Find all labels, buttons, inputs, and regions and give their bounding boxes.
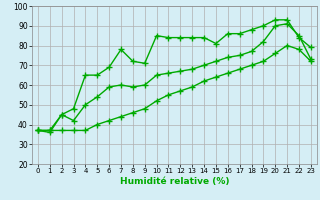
X-axis label: Humidité relative (%): Humidité relative (%) (120, 177, 229, 186)
